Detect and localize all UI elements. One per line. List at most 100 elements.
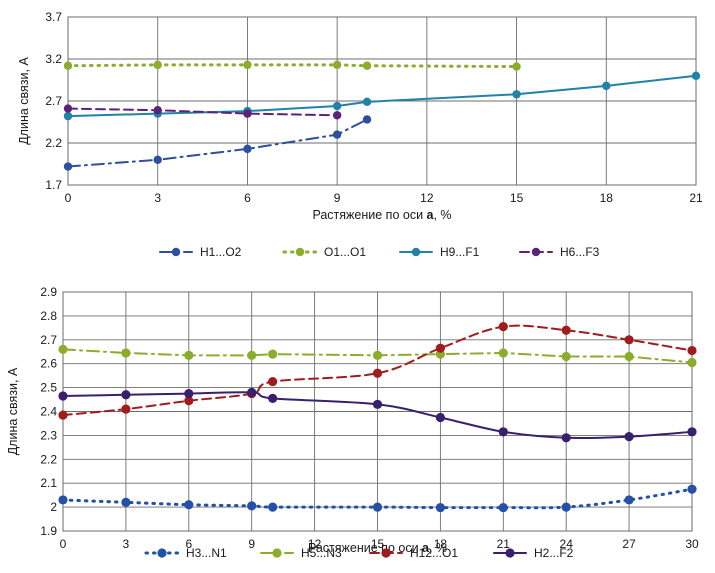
data-point-1 (332, 60, 342, 70)
y-tick-label: 3.2 (45, 52, 62, 66)
legend-label-3: H6...F3 (560, 245, 600, 259)
data-point-3 (184, 388, 194, 399)
data-point-1 (561, 351, 571, 362)
legend-label-3: H2...F2 (534, 546, 574, 560)
x-tick-label: 18 (434, 537, 448, 551)
x-tick-label: 30 (685, 537, 699, 551)
legend-label-1: O1...O1 (324, 245, 366, 259)
y-tick-label: 2.1 (40, 476, 57, 490)
data-point-1 (63, 61, 73, 70)
data-point-1 (687, 357, 697, 368)
y-tick-label: 2.4 (40, 405, 57, 419)
legend-label-2: H12...O1 (410, 546, 458, 560)
x-tick-label: 15 (371, 537, 385, 551)
legend-marker-3 (505, 548, 515, 558)
y-axis-title: Длина связи, А (17, 57, 31, 145)
series-line-1 (66, 63, 519, 69)
data-point-1 (624, 351, 634, 362)
data-point-2 (58, 410, 68, 420)
data-point-2 (602, 81, 611, 91)
data-point-0 (561, 502, 571, 512)
data-point-1 (372, 350, 383, 360)
data-point-0 (498, 502, 508, 513)
x-tick-label: 9 (248, 537, 255, 551)
data-point-0 (332, 130, 342, 139)
x-tick-label: 21 (689, 191, 703, 205)
y-tick-label: 2.7 (45, 94, 62, 108)
chart-bottom: 1.9 2 2.1 2.2 2.3 2.4 2.5 2.6 2.7 2.8 2.9 0 3 6 9 12 15 1… (6, 285, 699, 560)
x-axis-title-text: Растяжение по оси (308, 541, 422, 555)
data-point-3 (498, 427, 508, 437)
x-axis-title: Растяжение по оси a, % (308, 541, 447, 555)
data-point-0 (687, 484, 697, 494)
data-point-3 (624, 431, 634, 442)
data-point-1 (58, 344, 68, 354)
y-tick-label: 2.8 (40, 309, 57, 323)
data-point-2 (372, 368, 383, 378)
y-tick-label: 1.9 (40, 524, 57, 538)
x-tick-label: 24 (560, 537, 574, 551)
y-tick-label: 2.7 (40, 333, 57, 347)
legend-marker-2 (381, 548, 391, 558)
y-tick-label: 2.2 (45, 136, 62, 150)
y-tick-label: 2.9 (40, 285, 57, 299)
data-point-2 (435, 343, 445, 353)
x-tick-label: 15 (510, 191, 524, 205)
chart-top: 1.7 2.2 2.7 3.2 3.7 0 3 6 9 12 15 18 21 Растяжение по… (17, 10, 703, 259)
y-tick-label: 3.7 (45, 10, 62, 24)
y-tick-label: 1.7 (45, 178, 62, 192)
x-tick-label: 12 (420, 191, 434, 205)
x-axis-title-axis: a (422, 541, 430, 555)
data-point-0 (268, 502, 278, 512)
y-tick-label: 2.2 (40, 452, 57, 466)
series-line-2 (67, 74, 697, 118)
data-point-2 (691, 71, 701, 81)
legend-label-1: H5...N3 (301, 546, 342, 560)
legend-marker-2 (411, 247, 421, 257)
data-point-2 (121, 404, 131, 414)
x-tick-label: 27 (622, 537, 636, 551)
x-axis-title-axis: a (427, 208, 435, 222)
data-point-3 (247, 387, 257, 397)
data-point-0 (435, 502, 445, 513)
data-point-1 (268, 349, 278, 359)
series-line-3 (67, 107, 339, 117)
data-point-2 (184, 396, 194, 406)
x-axis-title-text: Растяжение по оси (312, 208, 426, 222)
data-point-2 (268, 377, 278, 387)
legend-marker-1 (272, 548, 282, 558)
data-point-1 (512, 62, 521, 71)
data-point-0 (243, 144, 252, 154)
y-axis-title: Длина связи, А (6, 367, 20, 455)
data-point-0 (63, 162, 73, 171)
x-tick-label: 9 (334, 191, 341, 205)
x-tick-label: 3 (154, 191, 161, 205)
x-tick-label: 6 (244, 191, 251, 205)
data-point-0 (121, 497, 131, 507)
legend-label-0: H3...N1 (186, 546, 227, 560)
x-tick-label: 3 (123, 537, 130, 551)
data-point-3 (121, 390, 131, 400)
data-point-0 (362, 115, 372, 124)
data-point-3 (243, 109, 252, 118)
data-point-0 (247, 501, 257, 511)
data-point-2 (687, 345, 697, 356)
legend-marker-1 (295, 247, 305, 257)
data-point-3 (58, 391, 68, 401)
legend-marker-0 (157, 548, 167, 558)
y-tick-label: 2.6 (40, 357, 57, 371)
data-point-0 (372, 502, 383, 512)
data-point-2 (362, 97, 372, 107)
x-tick-label: 18 (600, 191, 614, 205)
data-point-3 (332, 111, 342, 120)
data-point-2 (561, 325, 571, 335)
data-point-2 (63, 111, 73, 121)
y-tick-label: 2.5 (40, 381, 57, 395)
data-point-2 (332, 101, 342, 111)
y-tick-label: 2 (50, 500, 57, 514)
series-line-2 (62, 324, 693, 417)
data-point-3 (153, 106, 162, 115)
x-tick-label: 0 (65, 191, 72, 205)
data-point-0 (624, 495, 634, 505)
